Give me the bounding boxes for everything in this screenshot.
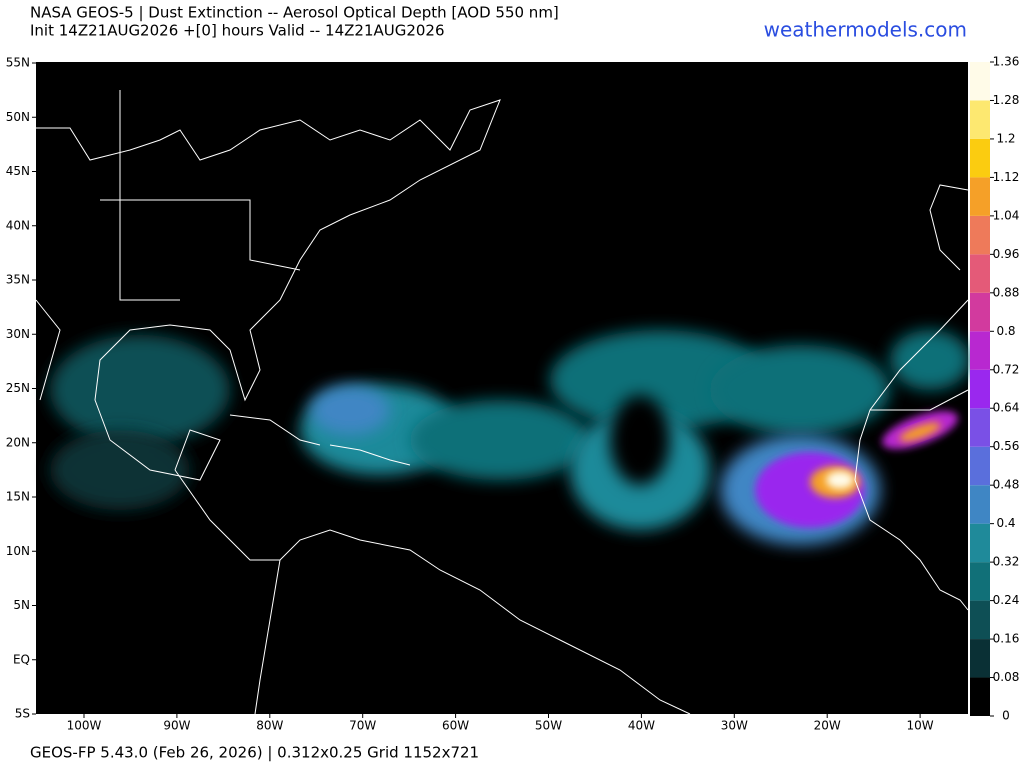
lat-label: EQ (13, 652, 30, 666)
dust-plume (50, 330, 970, 545)
colorbar-tick-label: 0 (1002, 709, 1010, 723)
colorbar-band (970, 485, 990, 524)
colorbar-tick-label: 0.08 (993, 670, 1020, 684)
lon-label: 50W (535, 719, 562, 733)
lat-label: 55N (6, 56, 30, 70)
lon-label: 40W (628, 719, 655, 733)
site-link[interactable]: weathermodels.com (764, 18, 967, 42)
lon-label: 20W (814, 719, 841, 733)
colorbar-tick-label: 0.4 (996, 516, 1015, 530)
colorbar-tick-label: 0.56 (993, 439, 1020, 453)
coastlines (35, 90, 969, 715)
lon-label: 100W (67, 719, 102, 733)
lon-label: 70W (349, 719, 376, 733)
colorbar-tick-label: 1.04 (993, 208, 1020, 222)
lon-label: 80W (256, 719, 283, 733)
colorbar-band (970, 523, 990, 563)
colorbar-band (970, 215, 990, 255)
colorbar-band (970, 562, 990, 601)
title: NASA GEOS-5 | Dust Extinction -- Aerosol… (30, 4, 559, 22)
lat-label: 30N (6, 327, 30, 341)
lat-label: 25N (6, 381, 30, 395)
lat-label: 5N (13, 598, 30, 612)
colorbar-tick-label: 0.32 (993, 555, 1020, 569)
colorbar-band (970, 446, 990, 486)
colorbar-tick-label: 0.8 (996, 324, 1015, 338)
lat-label: 35N (6, 273, 30, 287)
lat-label: 50N (6, 110, 30, 124)
colorbar-band (970, 600, 990, 640)
lat-label: 45N (6, 164, 30, 178)
colorbar-tick-label: 0.88 (993, 285, 1020, 299)
colorbar-tick-label: 0.96 (993, 247, 1020, 261)
colorbar-band (970, 639, 990, 678)
lat-label: 10N (6, 544, 30, 558)
colorbar-tick-label: 0.48 (993, 478, 1020, 492)
colorbar-band (970, 177, 990, 216)
colorbar-tick-label: 1.36 (993, 55, 1020, 69)
lat-label: 5S (15, 707, 30, 721)
colorbar-band (970, 100, 990, 139)
map (35, 62, 970, 715)
colorbar-tick-label: 0.24 (993, 593, 1020, 607)
colorbar-tick-label: 1.12 (993, 170, 1020, 184)
colorbar: 0 0.08 0.16 0.24 0.32 0.4 0.48 0.56 0.64 0.72 0.8 0… (970, 55, 1019, 723)
colorbar-band (970, 369, 990, 409)
colorbar-band (970, 331, 990, 370)
colorbar-tick-label: 0.16 (993, 632, 1020, 646)
lon-label: 10W (907, 719, 934, 733)
axes: 55N 50N 45N 40N 35N 30N 25N 20N 15N 10N 5N EQ 5S 100W… (6, 56, 934, 733)
colorbar-band (970, 292, 990, 332)
lat-label: 40N (6, 218, 30, 232)
lat-label: 15N (6, 490, 30, 504)
colorbar-tick-label: 1.28 (993, 93, 1020, 107)
footer: GEOS-FP 5.43.0 (Feb 26, 2026) | 0.312x0.… (30, 744, 479, 762)
lon-label: 90W (163, 719, 190, 733)
colorbar-tick-label: 1.2 (996, 131, 1015, 145)
colorbar-band (970, 254, 990, 293)
lat-label: 20N (6, 435, 30, 449)
colorbar-band (970, 138, 990, 178)
lon-label: 30W (721, 719, 748, 733)
subtitle: Init 14Z21AUG2026 +[0] hours Valid -- 14… (30, 22, 445, 40)
colorbar-tick-label: 0.64 (993, 401, 1020, 415)
colorbar-band (970, 62, 990, 101)
colorbar-band (970, 677, 990, 716)
colorbar-band (970, 408, 990, 447)
lon-label: 60W (442, 719, 469, 733)
colorbar-tick-label: 0.72 (993, 362, 1020, 376)
